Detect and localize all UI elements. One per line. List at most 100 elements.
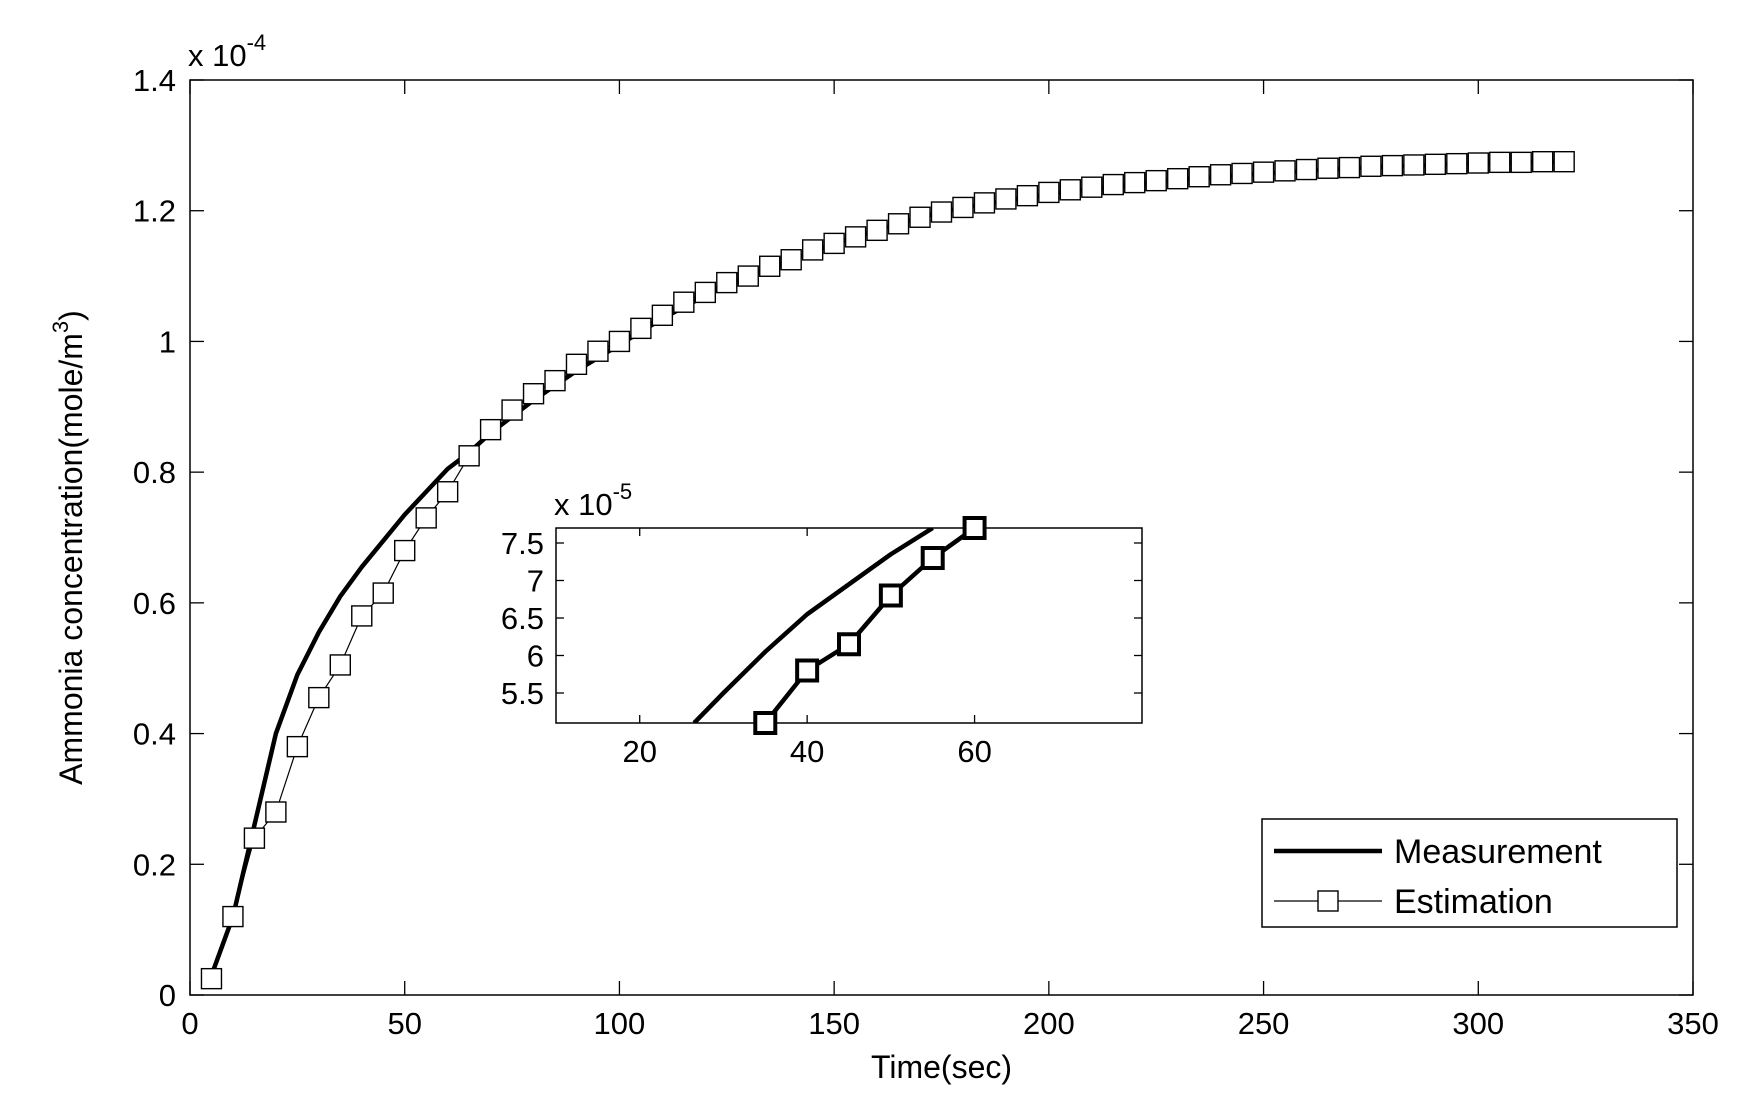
estimation-marker [887,213,910,235]
main-y-tick-label: 0.2 [133,847,176,882]
estimation-marker [286,735,309,758]
estimation-marker [1446,152,1468,175]
estimation-marker [1531,150,1554,173]
main-series-group [200,150,1575,990]
estimation-marker [458,445,480,467]
estimation-marker [759,255,781,277]
main-x-tick-label: 300 [1452,1006,1504,1041]
estimation-marker [823,232,845,255]
inset-estimation-marker [795,658,820,683]
main-x-tick-label: 200 [1023,1006,1075,1041]
estimation-marker [844,226,867,248]
estimation-marker [565,353,588,376]
inset-estimation-marker [962,516,987,540]
inset-y-exponent: x 10-5 [554,479,632,522]
estimation-marker [716,271,738,294]
main-x-tick-label: 50 [387,1006,421,1041]
inset-y-tick-label: 7.5 [501,526,544,561]
main-chart: 0 50 100 150 200 250 300 350 0 0.2 0.4 0.6 0.8 1 1.2 1.… [48,30,1719,1085]
main-y-exponent-power: -4 [247,30,267,55]
estimation-marker [1102,173,1124,196]
main-y-tick-label: 0.8 [133,455,176,490]
inset-measurement-line [692,528,934,723]
estimation-marker [1381,154,1404,177]
inset-y-exponent-power: -5 [613,479,633,504]
main-y-exponent: x 10-4 [188,30,266,73]
estimation-marker [351,605,373,627]
main-y-tick-label: 0.4 [133,717,176,752]
estimation-marker [1489,151,1511,174]
estimation-marker [1317,157,1339,179]
main-x-tick-label: 0 [181,1006,198,1041]
estimation-marker [630,317,652,340]
estimation-marker [265,801,287,823]
estimation-marker [737,265,759,287]
inset-plot-area [556,528,1142,723]
main-y-tick-label: 1.4 [133,63,176,98]
estimation-marker [1081,176,1103,198]
estimation-marker [673,291,695,313]
estimation-marker [1295,158,1318,181]
estimation-marker [866,219,888,242]
estimation-marker [1360,155,1382,177]
estimation-marker [1338,156,1361,179]
y-axis-title-superscript: 3 [48,321,73,333]
y-axis-title-close: ) [53,310,89,321]
estimation-marker [1424,153,1447,176]
inset-estimation-marker [920,546,945,570]
main-y-tick-label: 1 [159,324,176,359]
estimation-marker [780,249,802,271]
estimation-marker [1403,154,1425,176]
inset-x-tick-label: 40 [790,734,824,769]
estimation-marker [436,481,459,503]
legend-label-estimation: Estimation [1394,883,1553,921]
inset-plot-frame [555,527,1143,724]
legend-label-measurement: Measurement [1394,833,1602,871]
legend: Measurement Estimation [1261,818,1678,928]
estimation-marker [544,369,566,392]
estimation-marker [479,418,502,441]
estimation-marker [372,582,394,604]
inset-y-exponent-base: x 10 [554,487,613,522]
estimation-marker [308,686,330,709]
estimation-marker [1145,169,1167,192]
estimation-marker [801,239,824,261]
estimation-marker [1553,150,1575,173]
estimation-marker [973,192,996,214]
estimation-marker [1016,184,1039,207]
estimation-marker [952,196,974,219]
inset-y-tick-label: 6.5 [501,601,544,636]
estimation-marker [1209,164,1232,186]
estimation-marker [1231,162,1253,185]
estimation-marker [1467,152,1489,174]
estimation-marker [587,340,609,362]
inset-axis-ticks: 20 40 60 5.566.577.5 [501,526,1142,769]
y-axis-title: Ammonia concentration(mole/m3) [48,310,89,785]
estimation-marker [608,330,631,353]
inset-y-tick-label: 7 [527,564,544,599]
estimation-marker [1166,167,1189,190]
main-x-tick-label: 350 [1667,1006,1719,1041]
main-y-tick-label: 0.6 [133,586,176,621]
inset-y-tick-label: 5.5 [501,676,544,711]
estimation-marker [329,654,351,676]
main-y-tick-label: 1.2 [133,194,176,229]
estimation-marker [1038,181,1060,204]
estimation-marker [1274,160,1296,182]
estimation-marker [909,206,931,228]
inset-chart: 20 40 60 5.566.577.5 x 10-5 [501,479,1143,769]
inset-estimation-marker [753,711,778,735]
estimation-marker [200,967,223,990]
y-axis-title-base: Ammonia concentration(mole/m [53,333,89,785]
estimation-marker [1510,151,1532,174]
inset-estimation-marker [837,632,861,657]
estimation-marker [1059,179,1082,201]
estimation-marker [930,201,953,223]
inset-x-tick-label: 60 [957,734,991,769]
main-x-tick-label: 100 [594,1006,646,1041]
estimation-marker [1252,161,1275,183]
main-y-exponent-base: x 10 [188,38,247,73]
estimation-marker [1124,171,1146,194]
main-y-tick-label: 0 [159,978,176,1013]
